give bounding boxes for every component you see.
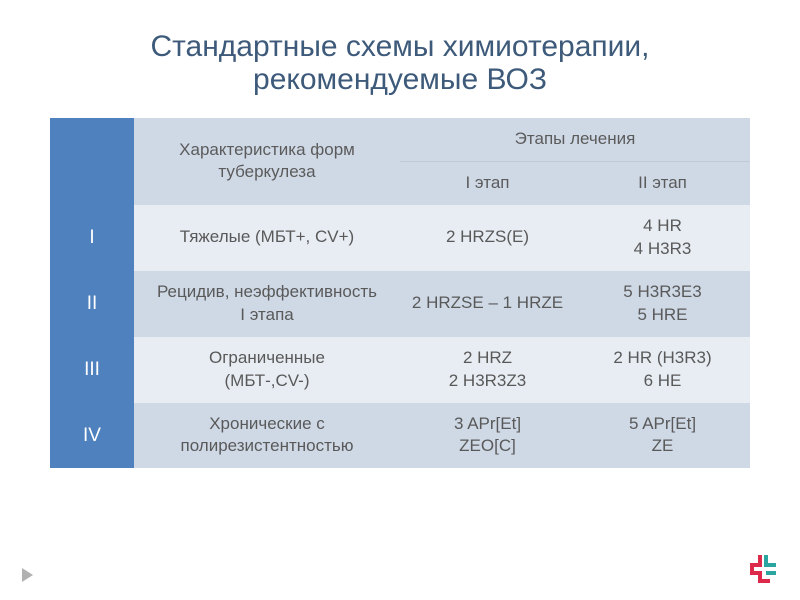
slide: Стандартные схемы химиотерапии, рекоменд… (0, 0, 800, 600)
table-row: II Рецидив, неэффективностьI этапа 2 HRZ… (50, 271, 750, 337)
cell-characteristic: Ограниченные(МБТ-,CV-) (134, 337, 400, 403)
header-blank (50, 118, 134, 205)
nav-arrow-icon (22, 568, 33, 582)
logo-icon (746, 552, 780, 586)
cell-characteristic: Рецидив, неэффективностьI этапа (134, 271, 400, 337)
cell-stage1: 2 HRZSE – 1 HRZE (400, 271, 575, 337)
row-label: II (50, 271, 134, 337)
cell-characteristic: Хронические с полирезистентностью (134, 403, 400, 469)
header-stages: Этапы лечения (400, 118, 750, 161)
cell-stage2: 5 H3R3E35 HRE (575, 271, 750, 337)
table-row: III Ограниченные(МБТ-,CV-) 2 HRZ2 H3R3Z3… (50, 337, 750, 403)
cell-stage1: 3 APr[Et]ZEO[C] (400, 403, 575, 469)
table-header-row-1: Характеристика форм туберкулеза Этапы ле… (50, 118, 750, 161)
cell-stage1: 2 HRZ2 H3R3Z3 (400, 337, 575, 403)
header-stage2: II этап (575, 161, 750, 204)
cell-characteristic: Тяжелые (МБТ+, CV+) (134, 205, 400, 271)
cell-stage2: 2 HR (H3R3)6 HE (575, 337, 750, 403)
header-characteristic: Характеристика форм туберкулеза (134, 118, 400, 205)
cell-stage1: 2 HRZS(E) (400, 205, 575, 271)
row-label: III (50, 337, 134, 403)
cell-stage2: 4 HR4 H3R3 (575, 205, 750, 271)
row-label: I (50, 205, 134, 271)
header-stage1: I этап (400, 161, 575, 204)
regimens-table: Характеристика форм туберкулеза Этапы ле… (50, 118, 750, 468)
row-label: IV (50, 403, 134, 469)
cell-stage2: 5 APr[Et]ZE (575, 403, 750, 469)
slide-title: Стандартные схемы химиотерапии, рекоменд… (50, 30, 750, 96)
table-row: IV Хронические с полирезистентностью 3 A… (50, 403, 750, 469)
table-row: I Тяжелые (МБТ+, CV+) 2 HRZS(E) 4 HR4 H3… (50, 205, 750, 271)
